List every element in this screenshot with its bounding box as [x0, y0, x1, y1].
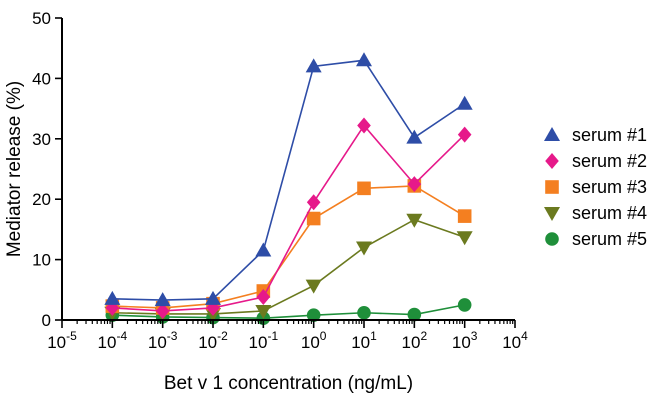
x-tick-label: 100 — [301, 329, 327, 352]
data-point — [305, 279, 322, 294]
data-point — [104, 290, 121, 305]
y-tick-label: 50 — [32, 9, 51, 28]
series-1 — [104, 52, 473, 307]
legend-label: serum #4 — [572, 203, 647, 223]
x-tick-label: 10-4 — [98, 329, 128, 352]
y-tick-label: 10 — [32, 251, 51, 270]
y-axis-title: Mediator release (%) — [4, 81, 25, 257]
legend-marker — [545, 153, 559, 169]
data-point — [406, 213, 423, 228]
data-point — [306, 211, 321, 226]
series-line — [112, 218, 465, 315]
plot-area — [104, 52, 473, 325]
data-point — [456, 231, 473, 246]
data-point — [155, 302, 170, 319]
y-tick-label: 40 — [32, 69, 51, 88]
series-line — [112, 124, 466, 312]
x-tick-label: 103 — [452, 329, 478, 352]
data-point — [255, 242, 272, 257]
data-point — [154, 292, 171, 307]
series-line — [112, 59, 466, 301]
data-point — [357, 181, 371, 196]
data-point — [255, 304, 272, 319]
data-point — [356, 241, 372, 256]
legend-item: serum #5 — [545, 229, 647, 249]
legend-marker — [545, 232, 559, 246]
x-tick-label: 102 — [402, 329, 428, 352]
data-point — [457, 126, 472, 143]
legend: serum #1 serum #2 serum #3 serum #4 serum #5 — [544, 125, 647, 249]
legend-marker — [544, 127, 560, 141]
data-point — [457, 298, 472, 312]
x-tick-label: 101 — [351, 329, 377, 352]
x-tick-label: 10-1 — [249, 329, 279, 352]
data-point — [456, 95, 473, 110]
data-point — [357, 117, 371, 134]
data-point — [407, 176, 422, 193]
y-tick-label: 20 — [32, 190, 51, 209]
y-tick-label: 0 — [42, 311, 51, 330]
data-point — [306, 194, 321, 211]
series-line — [112, 304, 465, 319]
legend-marker — [544, 207, 560, 221]
legend-marker — [545, 180, 559, 194]
data-point — [305, 58, 322, 73]
y-tick-label: 30 — [32, 130, 51, 149]
data-point — [356, 52, 372, 67]
x-tick-label: 10-3 — [148, 329, 178, 352]
data-point — [406, 129, 423, 144]
series-3 — [105, 179, 472, 315]
axes: 0 10 20 30 40 50 10-5 10-4 10-3 10-2 10-1 100 101 102… — [32, 9, 528, 352]
legend-label: serum #1 — [572, 125, 647, 145]
x-tick-label: 104 — [502, 329, 528, 352]
x-tick-label: 10-5 — [47, 329, 77, 352]
legend-item: serum #1 — [544, 125, 647, 145]
data-point — [306, 308, 321, 322]
x-tick-label: 10-2 — [198, 329, 228, 352]
legend-item: serum #3 — [545, 177, 647, 197]
series-line — [112, 185, 466, 309]
data-point — [256, 289, 271, 306]
legend-item: serum #2 — [545, 151, 647, 171]
data-point — [205, 290, 221, 305]
data-point — [407, 307, 422, 322]
data-point — [357, 305, 371, 320]
legend-item: serum #4 — [544, 203, 647, 223]
data-point — [457, 209, 472, 223]
legend-label: serum #5 — [572, 229, 647, 249]
legend-label: serum #2 — [572, 151, 647, 171]
legend-label: serum #3 — [572, 177, 647, 197]
x-axis-title: Bet v 1 concentration (ng/mL) — [164, 373, 413, 394]
